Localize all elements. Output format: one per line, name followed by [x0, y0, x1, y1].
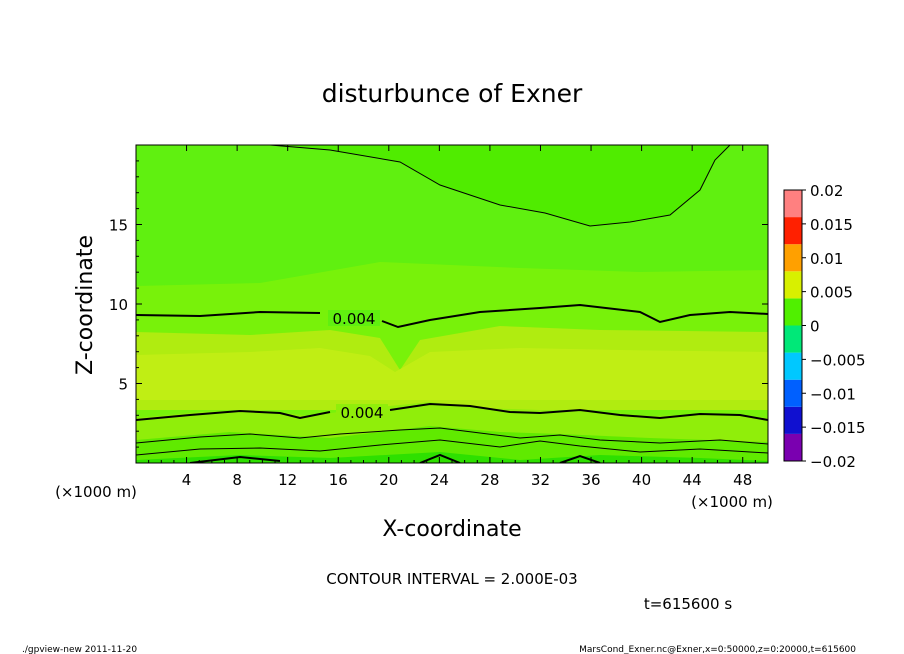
colorbar-swatch	[784, 406, 802, 434]
colorbar-swatch	[784, 352, 802, 380]
x-tick-label: 12	[278, 471, 297, 489]
contour-interval-text: CONTOUR INTERVAL = 2.000E-03	[326, 570, 577, 588]
x-axis-ticks: 4 8 12 16 20 24 28 32 36 40 44 48	[148, 145, 756, 489]
colorbar-swatch	[784, 325, 802, 353]
contour-line-004-upper	[136, 303, 768, 329]
x-tick-label: 36	[581, 471, 600, 489]
time-text: t=615600 s	[644, 595, 732, 613]
band-top-region	[270, 145, 730, 226]
colorbar-label: −0.02	[810, 453, 856, 471]
x-tick-label: 32	[531, 471, 550, 489]
x-unit-label-left: (×1000 m)	[55, 483, 137, 501]
contour-line-top	[269, 145, 731, 227]
colorbar-swatch	[784, 244, 802, 272]
colorbar-frame	[783, 189, 803, 462]
colorbar-swatch	[784, 379, 802, 407]
contour-label-lower: 0.004	[341, 404, 384, 422]
x-tick-label: 20	[379, 471, 398, 489]
colorbar-label: 0.02	[810, 182, 843, 200]
x-tick-label: 48	[733, 471, 752, 489]
colorbar-label: −0.01	[810, 385, 856, 403]
x-tick-label: 44	[683, 471, 702, 489]
colorbar-label: 0.005	[810, 284, 853, 302]
colorbar: 0.02 0.015 0.01 0.005 0 −0.005 −0.01 −0.015 −0.0…	[784, 182, 866, 471]
contour-line-000	[136, 439, 768, 456]
x-unit-label-right: (×1000 m)	[691, 493, 773, 511]
colorbar-label: −0.005	[810, 351, 866, 369]
colorbar-swatch	[784, 190, 802, 218]
y-tick-label: 15	[109, 217, 128, 235]
band-lower-green	[136, 426, 768, 463]
x-tick-label: 40	[632, 471, 651, 489]
y-tick-label: 10	[109, 296, 128, 314]
contour-label-bg-1	[328, 310, 380, 326]
y-tick-label: 5	[118, 376, 128, 394]
colorbar-swatch	[784, 217, 802, 245]
colorbar-label: 0.015	[810, 216, 853, 234]
contour-line-004-lower	[136, 402, 768, 421]
band-yellow-core	[136, 348, 768, 400]
colorbar-swatch	[784, 298, 802, 326]
colorbar-swatch	[784, 433, 802, 461]
colorbar-label: 0.01	[810, 250, 843, 268]
x-tick-label: 28	[480, 471, 499, 489]
x-tick-label: 24	[430, 471, 449, 489]
x-tick-label: 4	[182, 471, 192, 489]
y-axis-ticks: 5 10 15	[109, 160, 768, 448]
x-tick-label: 16	[329, 471, 348, 489]
chart-title: disturbunce of Exner	[322, 79, 583, 108]
colorbar-label: −0.015	[810, 419, 866, 437]
footer-left-text: ./gpview-new 2011-11-20	[22, 645, 137, 654]
contour-label-upper: 0.004	[333, 310, 376, 328]
contour-label-bg-2	[336, 404, 388, 420]
contour-line-002	[136, 427, 768, 445]
colorbar-swatch	[784, 271, 802, 299]
colorbar-label: 0	[810, 318, 820, 336]
footer-right-text: MarsCond_Exner.nc@Exner,x=0:50000,z=0:20…	[579, 645, 856, 654]
plot-field	[136, 145, 768, 463]
band-bottom	[136, 452, 768, 463]
y-axis-label: Z-coordinate	[73, 235, 98, 375]
x-axis-label: X-coordinate	[382, 517, 521, 542]
x-tick-label: 8	[232, 471, 242, 489]
